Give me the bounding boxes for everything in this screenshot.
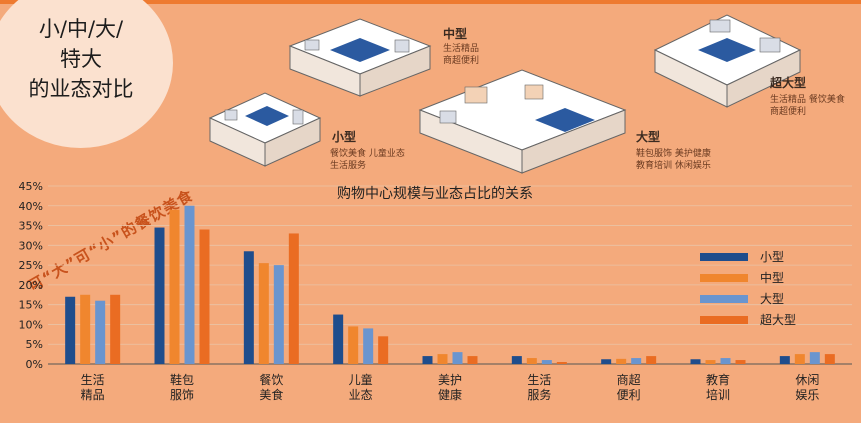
bar bbox=[422, 356, 433, 364]
legend-label: 超大型 bbox=[760, 313, 797, 327]
xlarge-label: 超大型 bbox=[770, 76, 807, 90]
y-tick-label: 20% bbox=[19, 279, 43, 292]
small-desc: 餐饮美食 儿童业态 生活服务 bbox=[330, 149, 405, 171]
large-desc: 鞋包服饰 美护健康 教育培训 休闲娱乐 bbox=[636, 149, 711, 171]
bar bbox=[809, 352, 820, 364]
x-tick-label: 美护 bbox=[438, 373, 462, 387]
x-tick-label: 美食 bbox=[259, 387, 283, 402]
bar bbox=[794, 354, 805, 364]
y-tick-label: 30% bbox=[19, 239, 43, 252]
legend-swatch bbox=[700, 315, 748, 324]
y-tick-label: 25% bbox=[19, 259, 43, 272]
chart-title: 购物中心规模与业态占比的关系 bbox=[337, 186, 533, 202]
bar bbox=[511, 356, 522, 364]
bar bbox=[80, 294, 91, 364]
bar bbox=[556, 362, 567, 364]
bar bbox=[541, 360, 552, 364]
x-tick-label: 服务 bbox=[527, 387, 551, 402]
legend-label: 大型 bbox=[760, 292, 785, 306]
y-tick-label: 40% bbox=[19, 200, 43, 213]
bar bbox=[690, 359, 701, 364]
bar bbox=[526, 358, 537, 364]
bar bbox=[631, 358, 642, 364]
large-label: 大型 bbox=[636, 130, 661, 144]
legend-item: 大型 bbox=[700, 288, 796, 309]
bar bbox=[616, 358, 627, 364]
y-tick-label: 10% bbox=[19, 318, 43, 331]
small-store-illustration bbox=[208, 92, 322, 167]
bar bbox=[452, 352, 463, 364]
bar-chart: 0%5%10%15%20%25%30%35%40%45%生活精品鞋包服饰餐饮美食… bbox=[19, 180, 852, 402]
bar bbox=[288, 233, 299, 364]
bar bbox=[95, 300, 106, 364]
bar bbox=[824, 354, 835, 364]
bar bbox=[154, 227, 165, 364]
y-tick-label: 0% bbox=[26, 358, 43, 371]
legend-item: 超大型 bbox=[700, 309, 796, 330]
bar bbox=[646, 356, 657, 364]
y-tick-label: 15% bbox=[19, 299, 43, 312]
bar bbox=[243, 251, 254, 364]
title-badge bbox=[0, 0, 173, 148]
x-tick-label: 精品 bbox=[81, 388, 105, 402]
large-store-illustration bbox=[418, 69, 627, 174]
legend-label: 中型 bbox=[760, 271, 785, 285]
bar bbox=[65, 296, 76, 364]
x-tick-label: 服饰 bbox=[170, 388, 194, 402]
bar bbox=[333, 314, 344, 364]
bar bbox=[184, 205, 195, 364]
xlarge-desc: 生活精品 餐饮美食 商超便利 bbox=[770, 95, 845, 117]
chart-legend: 小型 中型 大型 超大型 bbox=[700, 246, 796, 330]
bar bbox=[705, 360, 716, 364]
x-tick-label: 儿童 bbox=[349, 372, 373, 387]
x-tick-label: 便利 bbox=[617, 388, 641, 402]
x-tick-label: 商超 bbox=[617, 372, 641, 387]
x-tick-label: 鞋包 bbox=[170, 372, 194, 387]
x-tick-label: 生活 bbox=[81, 373, 105, 387]
badge-title: 小/中/大/ 特大 的业态对比 bbox=[28, 17, 134, 101]
legend-swatch bbox=[700, 273, 748, 282]
bar bbox=[720, 358, 731, 364]
top-band bbox=[0, 0, 861, 4]
y-tick-label: 5% bbox=[26, 338, 43, 351]
x-tick-label: 餐饮 bbox=[259, 372, 283, 387]
legend-label: 小型 bbox=[760, 250, 785, 264]
bar bbox=[169, 209, 180, 364]
xlarge-store-illustration bbox=[653, 14, 802, 108]
legend-swatch bbox=[700, 294, 748, 303]
bar bbox=[779, 356, 790, 364]
bar bbox=[110, 294, 121, 364]
bar bbox=[437, 354, 448, 364]
bar bbox=[199, 229, 210, 364]
legend-item: 小型 bbox=[700, 246, 796, 267]
bar bbox=[378, 336, 389, 364]
x-tick-label: 培训 bbox=[706, 387, 730, 402]
medium-store-illustration bbox=[288, 18, 432, 97]
x-tick-label: 娱乐 bbox=[795, 388, 819, 402]
x-tick-label: 生活 bbox=[527, 373, 551, 387]
bar bbox=[363, 328, 374, 364]
legend-item: 中型 bbox=[700, 267, 796, 288]
medium-label: 中型 bbox=[443, 27, 468, 41]
bar bbox=[467, 356, 478, 364]
medium-desc: 生活精品 商超便利 bbox=[443, 44, 480, 66]
x-tick-label: 健康 bbox=[438, 387, 462, 402]
small-label: 小型 bbox=[332, 130, 357, 144]
bar bbox=[601, 359, 612, 364]
bar bbox=[273, 265, 284, 364]
bar bbox=[348, 326, 359, 364]
bar bbox=[258, 263, 269, 364]
bar bbox=[735, 360, 746, 364]
x-tick-label: 业态 bbox=[349, 388, 373, 402]
y-tick-label: 35% bbox=[19, 220, 43, 233]
x-tick-label: 休闲 bbox=[795, 373, 819, 387]
legend-swatch bbox=[700, 252, 748, 261]
y-tick-label: 45% bbox=[19, 180, 43, 193]
x-tick-label: 教育 bbox=[706, 372, 730, 387]
